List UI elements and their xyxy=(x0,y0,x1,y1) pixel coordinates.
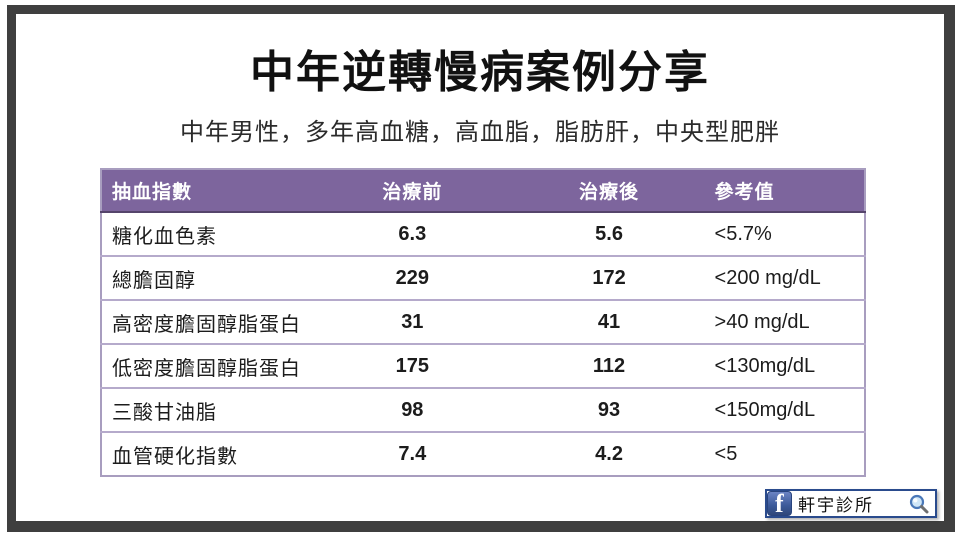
table-row: 低密度膽固醇脂蛋白 175 112 <130mg/dL xyxy=(101,344,865,389)
before-value: 175 xyxy=(311,344,514,389)
after-value: 172 xyxy=(513,256,705,301)
row-label: 高密度膽固醇脂蛋白 xyxy=(101,300,312,345)
after-value: 93 xyxy=(513,388,705,433)
page-title: 中年逆轉慢病案例分享 xyxy=(250,48,710,97)
after-value: 4.2 xyxy=(513,432,705,476)
after-value: 112 xyxy=(513,344,705,389)
subtitle: 中年男性，多年高血糖，高血脂，脂肪肝，中央型肥胖 xyxy=(180,119,780,146)
clinic-name: 軒宇診所 xyxy=(798,496,874,515)
after-value: 5.6 xyxy=(513,212,705,257)
reference-value: >40 mg/dL xyxy=(704,300,865,345)
row-label: 三酸甘油脂 xyxy=(101,388,312,433)
row-label: 血管硬化指數 xyxy=(101,432,312,476)
table-row: 高密度膽固醇脂蛋白 31 41 >40 mg/dL xyxy=(101,300,865,345)
reference-value: <5.7% xyxy=(704,212,865,257)
header-before: 治療前 xyxy=(311,169,514,213)
facebook-search-widget[interactable]: f 軒宇診所 xyxy=(765,489,937,518)
after-value: 41 xyxy=(513,300,705,345)
before-value: 98 xyxy=(311,388,514,433)
table-row: 總膽固醇 229 172 <200 mg/dL xyxy=(101,256,865,301)
table-header-row: 抽血指數 治療前 治療後 參考值 xyxy=(101,169,865,213)
header-blood-index: 抽血指數 xyxy=(101,169,312,213)
row-label: 低密度膽固醇脂蛋白 xyxy=(101,344,312,389)
row-label: 糖化血色素 xyxy=(101,212,312,257)
search-icon xyxy=(909,494,929,513)
table-row: 糖化血色素 6.3 5.6 <5.7% xyxy=(101,212,865,257)
reference-value: <5 xyxy=(704,432,865,476)
before-value: 7.4 xyxy=(311,432,514,476)
facebook-icon: f xyxy=(767,491,792,516)
before-value: 6.3 xyxy=(311,212,514,257)
reference-value: <200 mg/dL xyxy=(704,256,865,301)
lab-results-table: 抽血指數 治療前 治療後 參考值 糖化血色素 6.3 5.6 <5.7% 總膽固… xyxy=(100,168,866,477)
before-value: 229 xyxy=(311,256,514,301)
reference-value: <150mg/dL xyxy=(704,388,865,433)
before-value: 31 xyxy=(311,300,514,345)
table-row: 血管硬化指數 7.4 4.2 <5 xyxy=(101,432,865,476)
header-reference: 參考值 xyxy=(704,169,865,213)
reference-value: <130mg/dL xyxy=(704,344,865,389)
row-label: 總膽固醇 xyxy=(101,256,312,301)
table-row: 三酸甘油脂 98 93 <150mg/dL xyxy=(101,388,865,433)
header-after: 治療後 xyxy=(513,169,705,213)
